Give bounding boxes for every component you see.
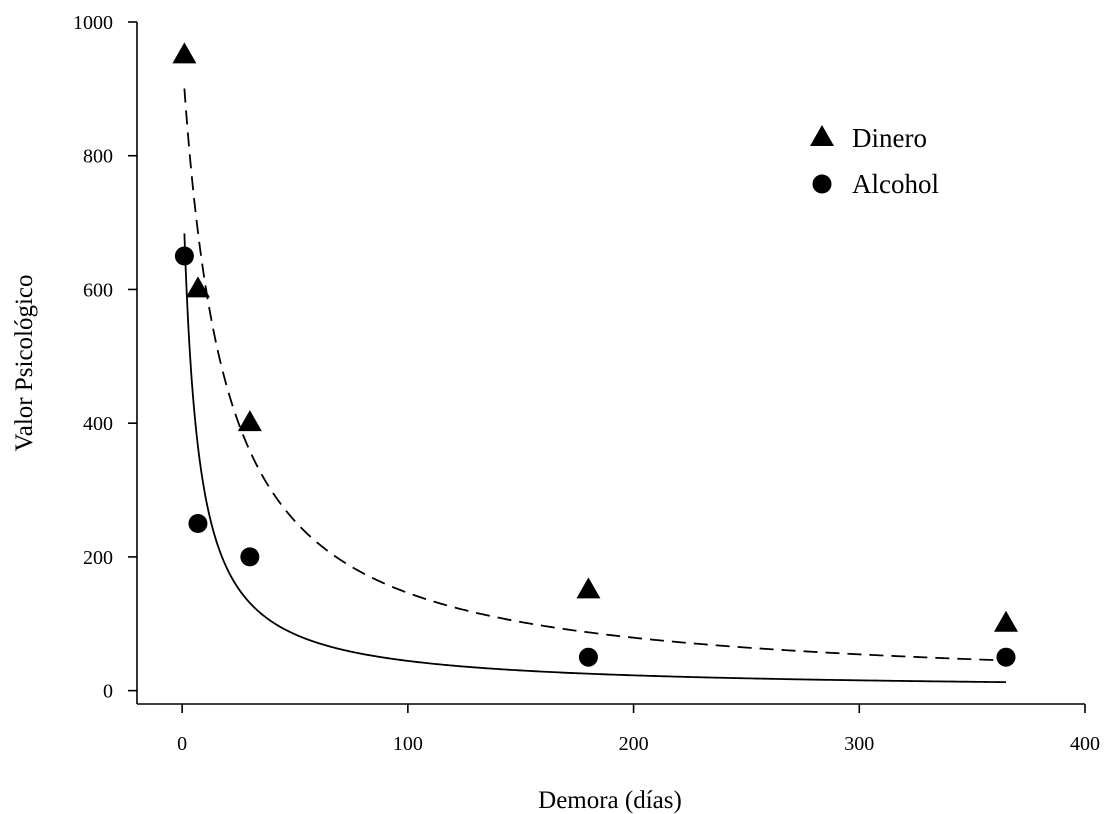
- legend-label-alcohol: Alcohol: [852, 169, 939, 199]
- data-point-dinero: [576, 577, 601, 599]
- legend-marker-dinero: [810, 124, 834, 146]
- y-tick-label: 200: [83, 547, 113, 569]
- data-point-alcohol: [578, 647, 598, 667]
- x-axis-title: Demora (días): [538, 787, 682, 814]
- x-tick-label: 300: [844, 733, 874, 755]
- data-point-dinero: [172, 42, 197, 64]
- data-point-alcohol: [996, 647, 1016, 667]
- data-point-dinero: [185, 276, 210, 298]
- x-tick-label: 400: [1070, 733, 1100, 755]
- x-tick-label: 100: [393, 733, 423, 755]
- markers: [172, 42, 1018, 667]
- y-tick-label: 1000: [73, 12, 113, 34]
- legend-marker-alcohol: [812, 174, 832, 194]
- data-point-alcohol: [188, 513, 208, 533]
- legend: Dinero Alcohol: [810, 123, 939, 199]
- data-point-alcohol: [174, 246, 194, 266]
- x-tick-label: 0: [177, 733, 187, 755]
- y-tick-label: 400: [83, 413, 113, 435]
- legend-label-dinero: Dinero: [852, 123, 927, 153]
- fit-line-alcohol: [183, 233, 1007, 684]
- data-point-alcohol: [240, 547, 260, 567]
- x-tick-label: 200: [619, 733, 649, 755]
- y-axis-title: Valor Psicológico: [11, 274, 38, 451]
- data-point-dinero: [994, 610, 1018, 632]
- axes: 0 200 400 600 800 1000 0 100 200 300 400: [73, 12, 1100, 755]
- y-tick-label: 600: [83, 279, 113, 301]
- data-point-dinero: [237, 410, 262, 432]
- y-tick-label: 0: [103, 681, 113, 703]
- y-tick-label: 800: [83, 146, 113, 168]
